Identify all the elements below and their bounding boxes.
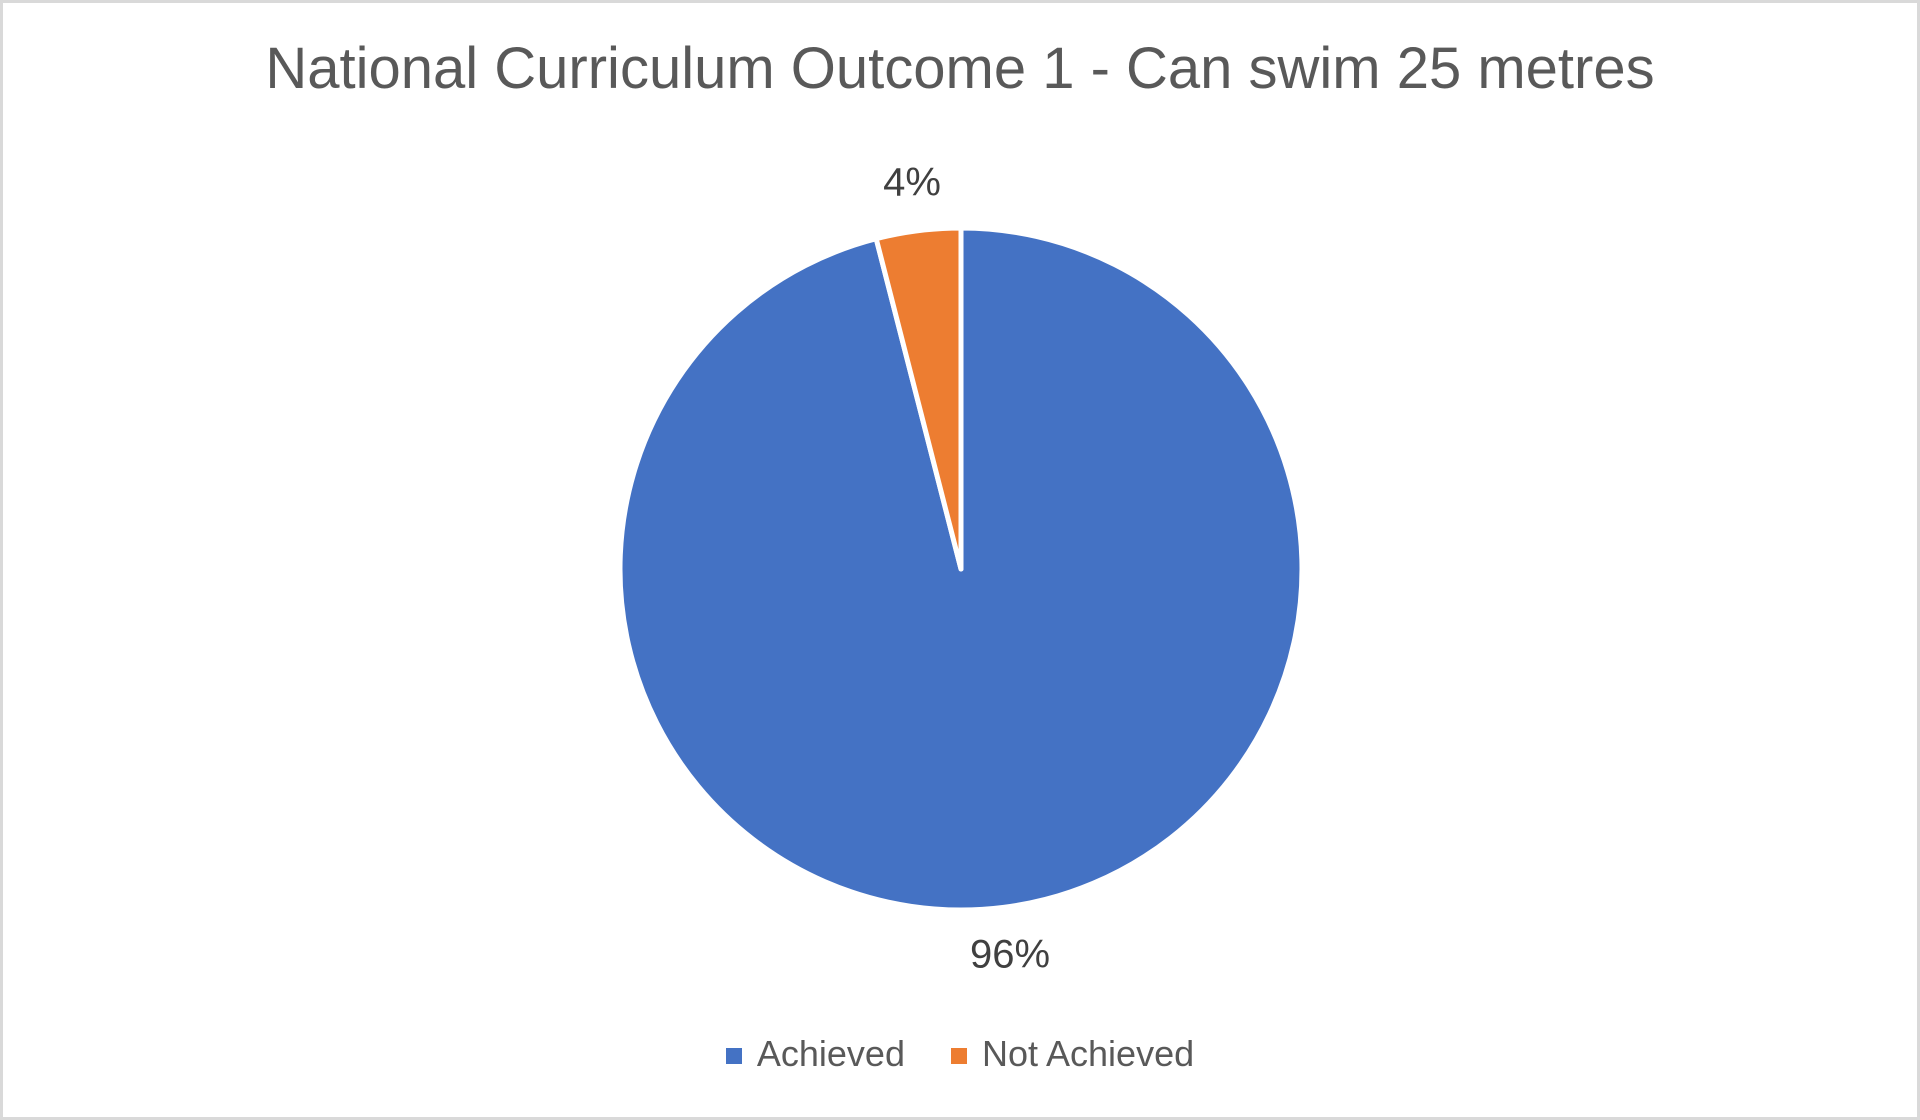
data-label-not-achieved: 4% <box>883 160 941 205</box>
legend-swatch-achieved-icon <box>725 1048 742 1064</box>
legend: Achieved Not Achieved <box>3 1033 1917 1075</box>
legend-item-not-achieved[interactable]: Not Achieved <box>950 1033 1195 1075</box>
data-label-achieved: 96% <box>969 932 1051 977</box>
pie-slice-not-achieved[interactable] <box>873 225 964 572</box>
legend-label-not-achieved: Not Achieved <box>981 1033 1195 1074</box>
pie-chart <box>617 225 1305 913</box>
chart-title: National Curriculum Outcome 1 - Can swim… <box>265 36 1655 101</box>
legend-item-achieved[interactable]: Achieved <box>725 1033 905 1075</box>
legend-swatch-not-achieved-icon <box>950 1048 967 1064</box>
legend-label-achieved: Achieved <box>756 1033 905 1074</box>
